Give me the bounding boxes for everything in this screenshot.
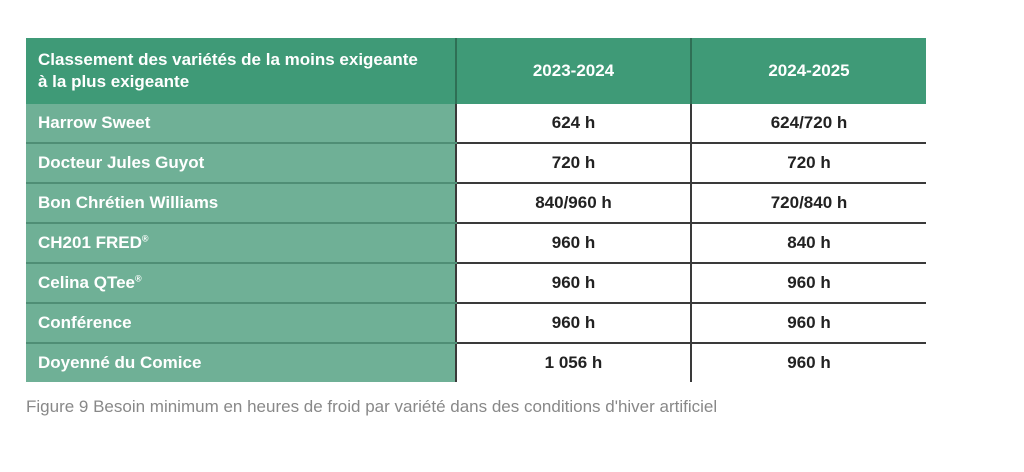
chill-hours-2024-2025-cell: 720/840 h: [691, 183, 926, 224]
variety-name: Docteur Jules Guyot: [38, 153, 205, 172]
variety-name-cell: Bon Chrétien Williams: [26, 183, 457, 224]
variety-name-cell: Doyenné du Comice: [26, 343, 457, 382]
chill-hours-2023-2024-cell: 720 h: [456, 143, 692, 184]
chill-hours-2024-2025-cell: 960 h: [691, 303, 926, 344]
table-row: Doyenné du Comice 1 056 h 960 h: [26, 343, 926, 382]
variety-name-cell: Docteur Jules Guyot: [26, 143, 457, 184]
variety-name-cell: CH201 FRED®: [26, 223, 457, 264]
chill-hours-table: Classement des variétés de la moins exig…: [26, 38, 926, 382]
chill-hours-2023-2024-cell: 840/960 h: [456, 183, 692, 224]
variety-name: Harrow Sweet: [38, 113, 151, 132]
chill-hours-2024-2025-cell: 624/720 h: [691, 104, 926, 144]
chill-hours-2024-2025-cell: 960 h: [691, 343, 926, 382]
registered-mark: ®: [135, 273, 142, 284]
chill-hours-2023-2024-cell: 960 h: [456, 303, 692, 344]
chill-hours-2023-2024-cell: 960 h: [456, 223, 692, 264]
ranking-header-line1: Classement des variétés de la moins exig…: [38, 50, 418, 69]
table-body: Harrow Sweet 624 h 624/720 h Docteur Jules …: [26, 104, 926, 382]
variety-name-cell: Harrow Sweet: [26, 104, 457, 144]
table-row: Docteur Jules Guyot 720 h 720 h: [26, 143, 926, 184]
season-2024-2025-header: 2024-2025: [691, 38, 926, 104]
table-row: Conférence 960 h 960 h: [26, 303, 926, 344]
chill-hours-2023-2024-cell: 1 056 h: [456, 343, 692, 382]
ranking-header-line2: à la plus exigeante: [38, 72, 190, 91]
chill-hours-2023-2024-cell: 624 h: [456, 104, 692, 144]
table-row: CH201 FRED® 960 h 840 h: [26, 223, 926, 264]
chill-hours-figure: Classement des variétés de la moins exig…: [26, 38, 926, 382]
variety-name-cell: Conférence: [26, 303, 457, 344]
ranking-column-header: Classement des variétés de la moins exig…: [26, 38, 457, 104]
variety-name: Celina QTee: [38, 273, 135, 292]
table-row: Celina QTee® 960 h 960 h: [26, 263, 926, 304]
chill-hours-2023-2024-cell: 960 h: [456, 263, 692, 304]
table-header-row: Classement des variétés de la moins exig…: [26, 38, 926, 104]
variety-name: Conférence: [38, 313, 132, 332]
chill-hours-2024-2025-cell: 840 h: [691, 223, 926, 264]
variety-name: Bon Chrétien Williams: [38, 193, 219, 212]
table-row: Bon Chrétien Williams 840/960 h 720/840 h: [26, 183, 926, 224]
season-2023-2024-header: 2023-2024: [456, 38, 692, 104]
chill-hours-2024-2025-cell: 960 h: [691, 263, 926, 304]
table-row: Harrow Sweet 624 h 624/720 h: [26, 104, 926, 144]
registered-mark: ®: [141, 233, 149, 244]
variety-name: Doyenné du Comice: [38, 353, 202, 372]
variety-name-cell: Celina QTee®: [26, 263, 457, 304]
variety-name: CH201 FRED: [38, 233, 142, 252]
chill-hours-2024-2025-cell: 720 h: [691, 143, 926, 184]
figure-caption: Figure 9 Besoin minimum en heures de fro…: [26, 397, 718, 416]
